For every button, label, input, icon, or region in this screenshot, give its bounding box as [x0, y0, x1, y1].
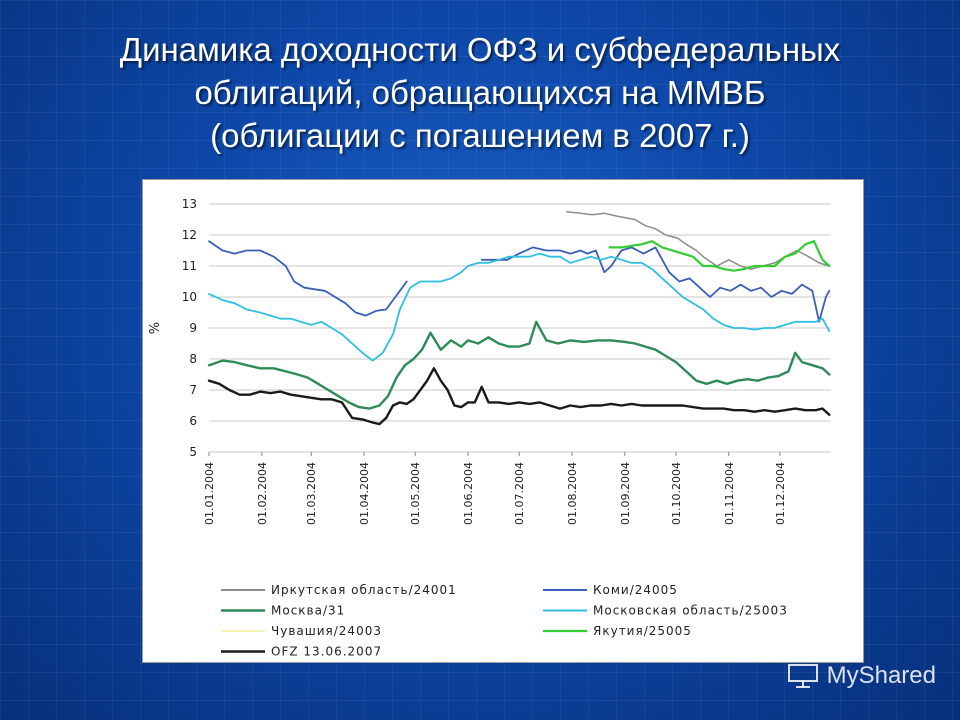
legend-label: Иркутская область/24001: [271, 583, 457, 597]
y-tick-label: 12: [182, 228, 197, 242]
title-line-3: (облигации с погашением в 2007 г.): [210, 117, 750, 154]
presentation-icon: [787, 664, 818, 688]
y-tick-label: 8: [189, 352, 197, 366]
watermark-text: MyShared: [826, 662, 936, 689]
series-line-1: [208, 240, 831, 323]
series-line-2: [207, 320, 831, 410]
y-tick-label: 9: [189, 321, 197, 335]
x-tick-label: 01.05.2004: [409, 462, 422, 525]
watermark: MyShared: [787, 662, 936, 690]
legend-label: Якутия/25005: [593, 624, 692, 638]
y-tick-label: 5: [189, 445, 197, 459]
y-tick-label: 13: [182, 197, 197, 211]
legend-label: Коми/24005: [593, 583, 678, 597]
y-tick-label: 6: [189, 414, 197, 428]
y-tick-label: 11: [182, 259, 197, 273]
title-line-2: облигаций, обращающихся на ММВБ: [194, 74, 766, 111]
x-tick-label: 01.07.2004: [513, 462, 526, 525]
yield-line-chart: 5 6 7 8 9 10 11 12 13% 01.01.2004 01.02.2004 01.03.…: [148, 197, 831, 659]
x-tick-label: 01.02.2004: [256, 462, 269, 525]
series-line-5: [608, 240, 831, 272]
x-tick-label: 01.08.2004: [566, 462, 579, 525]
series-line-3: [208, 252, 831, 362]
legend-label: Чувашия/24003: [271, 624, 382, 638]
series-line-6: [207, 367, 831, 426]
x-tick-label: 01.11.2004: [723, 462, 736, 525]
slide-title: Динамика доходности ОФЗ и субфедеральных…: [40, 28, 920, 157]
legend-label: Москва/31: [271, 604, 345, 618]
x-tick-label: 01.12.2004: [774, 462, 787, 525]
x-tick-label: 01.04.2004: [358, 462, 371, 525]
x-tick-label: 01.09.2004: [619, 462, 632, 525]
x-tick-label: 01.10.2004: [670, 462, 683, 525]
x-tick-label: 01.03.2004: [305, 462, 318, 525]
title-line-1: Динамика доходности ОФЗ и субфедеральных: [119, 31, 841, 68]
legend-label: Московская область/25003: [593, 604, 788, 618]
y-tick-label: 10: [182, 290, 197, 304]
x-tick-label: 01.01.2004: [203, 462, 216, 525]
x-tick-label: 01.06.2004: [462, 462, 475, 525]
legend-label: OFZ 13.06.2007: [271, 645, 382, 659]
y-axis-label: %: [148, 322, 163, 334]
y-tick-label: 7: [189, 383, 197, 397]
chart-container: 5 6 7 8 9 10 11 12 13% 01.01.2004 01.02.2004 01.03.…: [142, 179, 864, 663]
